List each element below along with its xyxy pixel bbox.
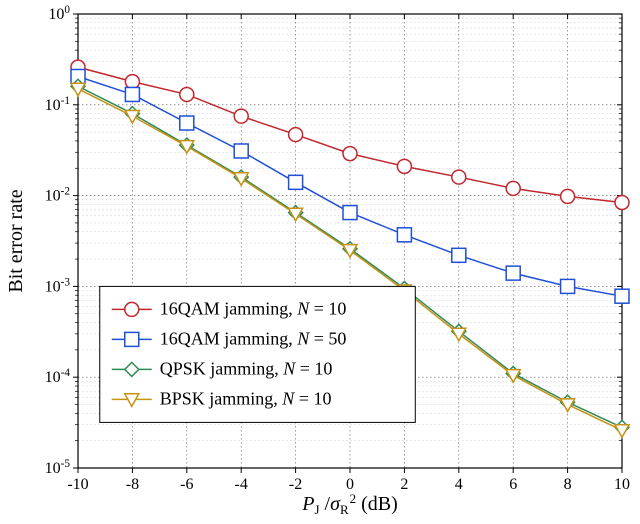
legend-label: 16QAM jamming, N = 10 xyxy=(160,298,347,318)
svg-text:10: 10 xyxy=(614,476,630,493)
legend-label: 16QAM jamming, N = 50 xyxy=(160,328,347,348)
svg-text:-2: -2 xyxy=(289,476,302,493)
legend-label: BPSK jamming, N = 10 xyxy=(160,388,332,408)
svg-text:8: 8 xyxy=(564,476,572,493)
svg-text:2: 2 xyxy=(400,476,408,493)
svg-text:6: 6 xyxy=(509,476,517,493)
y-axis-label: Bit error rate xyxy=(5,189,27,292)
svg-text:-10: -10 xyxy=(67,476,88,493)
chart-svg: -10-8-6-4-2024681010-510-410-310-210-110… xyxy=(0,0,640,524)
legend-label: QPSK jamming, N = 10 xyxy=(160,358,333,378)
svg-text:-8: -8 xyxy=(126,476,139,493)
ber-chart: -10-8-6-4-2024681010-510-410-310-210-110… xyxy=(0,0,640,524)
svg-text:-6: -6 xyxy=(180,476,193,493)
svg-text:4: 4 xyxy=(455,476,463,493)
svg-text:-4: -4 xyxy=(235,476,248,493)
legend: 16QAM jamming, N = 10 16QAM jamming, N = … xyxy=(100,286,416,422)
